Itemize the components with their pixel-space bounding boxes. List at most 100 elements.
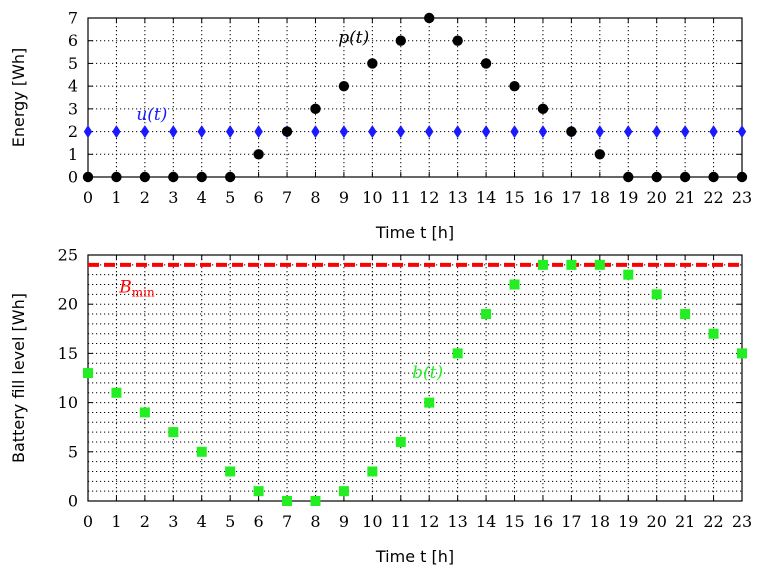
battery-x-tick-label: 19 bbox=[618, 512, 638, 531]
energy-x-axis-label: Time t [h] bbox=[375, 223, 454, 242]
energy-y-axis-label: Energy [Wh] bbox=[9, 48, 28, 148]
energy-x-tick-label: 21 bbox=[675, 188, 695, 207]
p-point bbox=[623, 171, 634, 183]
battery-x-tick-label: 4 bbox=[197, 512, 207, 531]
b-point bbox=[139, 407, 150, 418]
b-point bbox=[594, 259, 605, 270]
b-point bbox=[651, 289, 662, 300]
b-point bbox=[310, 496, 321, 506]
p-point bbox=[708, 171, 719, 183]
energy-x-tick-label: 2 bbox=[140, 188, 150, 207]
energy-y-tick-label: 6 bbox=[68, 31, 78, 50]
energy-x-tick-label: 4 bbox=[197, 188, 207, 207]
b-point bbox=[282, 496, 293, 506]
p-point bbox=[196, 171, 207, 183]
battery-x-tick-label: 2 bbox=[140, 512, 150, 531]
u-point bbox=[368, 125, 377, 139]
p-point bbox=[338, 80, 350, 92]
energy-x-tick-label: 1 bbox=[111, 188, 121, 207]
energy-x-tick-label: 7 bbox=[282, 188, 292, 207]
u-point bbox=[311, 125, 320, 139]
p-point bbox=[651, 171, 662, 183]
u-point bbox=[481, 125, 491, 139]
battery-y-tick-label: 20 bbox=[58, 295, 78, 314]
battery-x-tick-label: 11 bbox=[391, 512, 411, 531]
energy-x-tick-label: 20 bbox=[647, 188, 667, 207]
p-point bbox=[452, 35, 463, 46]
energy-x-tick-label: 12 bbox=[419, 188, 439, 207]
battery-y-tick-label: 5 bbox=[68, 442, 78, 461]
energy-x-tick-label: 8 bbox=[310, 188, 320, 207]
energy-x-tick-label: 14 bbox=[476, 188, 496, 207]
u-point bbox=[737, 125, 747, 139]
b-point bbox=[168, 427, 179, 438]
battery-annotation: b(t) bbox=[412, 363, 443, 383]
energy-grid bbox=[87, 17, 743, 178]
battery-annotation: Bmin bbox=[118, 277, 155, 299]
b-point bbox=[680, 309, 691, 320]
u-point bbox=[225, 125, 235, 139]
battery-x-tick-label: 18 bbox=[590, 512, 610, 531]
battery-x-tick-label: 7 bbox=[282, 512, 292, 531]
battery-x-tick-label: 14 bbox=[476, 512, 496, 531]
energy-x-tick-label: 9 bbox=[339, 188, 349, 207]
p-point bbox=[594, 149, 606, 160]
energy-y-tick-label: 7 bbox=[68, 9, 78, 28]
u-point bbox=[83, 125, 93, 139]
energy-x-tick-label: 23 bbox=[732, 188, 752, 207]
b-point bbox=[253, 486, 264, 497]
energy-ticks: 0 1 2 3 4 5 6 7 8 9 10 11 12 13 14 15 16 17 18 19 20 21 22 2301… bbox=[68, 9, 752, 208]
energy-y-tick-label: 5 bbox=[68, 54, 78, 73]
p-point bbox=[139, 171, 151, 183]
energy-y-tick-label: 4 bbox=[68, 77, 78, 96]
p-point bbox=[111, 171, 122, 183]
energy-series-circle bbox=[82, 12, 748, 183]
energy-y-tick-label: 3 bbox=[68, 99, 78, 118]
b-point bbox=[452, 348, 463, 359]
battery-y-tick-label: 25 bbox=[58, 246, 78, 265]
u-point bbox=[652, 125, 661, 139]
b-point bbox=[566, 259, 577, 270]
energy-x-tick-label: 6 bbox=[254, 188, 264, 207]
energy-x-tick-label: 13 bbox=[447, 188, 467, 207]
battery-x-tick-label: 23 bbox=[732, 512, 752, 531]
battery-x-tick-label: 17 bbox=[561, 512, 581, 531]
energy-x-tick-label: 22 bbox=[703, 188, 723, 207]
u-point bbox=[680, 125, 690, 139]
battery-x-tick-label: 20 bbox=[647, 512, 667, 531]
battery-ticks: 0 1 2 3 4 5 6 7 8 9 10 11 12 13 14 15 16 17 18 19 20 21 22 2305… bbox=[58, 246, 753, 532]
p-point bbox=[395, 35, 406, 46]
p-point bbox=[537, 103, 549, 115]
p-point bbox=[566, 126, 577, 137]
energy-series-diamond bbox=[83, 125, 747, 139]
energy-plot-frame bbox=[87, 17, 743, 178]
p-point bbox=[310, 103, 321, 115]
b-point bbox=[481, 309, 492, 320]
battery-x-tick-label: 12 bbox=[419, 512, 439, 531]
battery-x-tick-label: 5 bbox=[225, 512, 235, 531]
energy-panel: 0 1 2 3 4 5 6 7 8 9 10 11 12 13 14 15 16 17 18 19 20 21 22 2301… bbox=[9, 9, 752, 243]
battery-x-tick-label: 21 bbox=[675, 512, 695, 531]
battery-x-tick-label: 6 bbox=[254, 512, 264, 531]
battery-x-tick-label: 22 bbox=[703, 512, 723, 531]
energy-y-tick-label: 2 bbox=[68, 122, 78, 141]
b-point bbox=[737, 348, 747, 359]
energy-y-tick-label: 0 bbox=[68, 168, 78, 187]
battery-x-tick-label: 10 bbox=[362, 512, 382, 531]
b-point bbox=[338, 486, 349, 497]
energy-x-tick-label: 10 bbox=[362, 188, 382, 207]
p-point bbox=[367, 58, 378, 69]
b-point bbox=[395, 436, 406, 447]
p-point bbox=[253, 149, 264, 160]
battery-x-tick-label: 0 bbox=[83, 512, 93, 531]
u-point bbox=[339, 125, 349, 139]
b-point bbox=[196, 446, 207, 457]
energy-x-tick-label: 19 bbox=[618, 188, 638, 207]
battery-x-tick-label: 1 bbox=[111, 512, 121, 531]
battery-y-axis-label: Battery fill level [Wh] bbox=[9, 293, 28, 463]
energy-annotation: u(t) bbox=[136, 105, 167, 125]
battery-x-tick-label: 8 bbox=[310, 512, 320, 531]
energy-x-tick-label: 0 bbox=[83, 188, 93, 207]
b-point bbox=[424, 397, 435, 408]
u-point bbox=[396, 125, 405, 139]
